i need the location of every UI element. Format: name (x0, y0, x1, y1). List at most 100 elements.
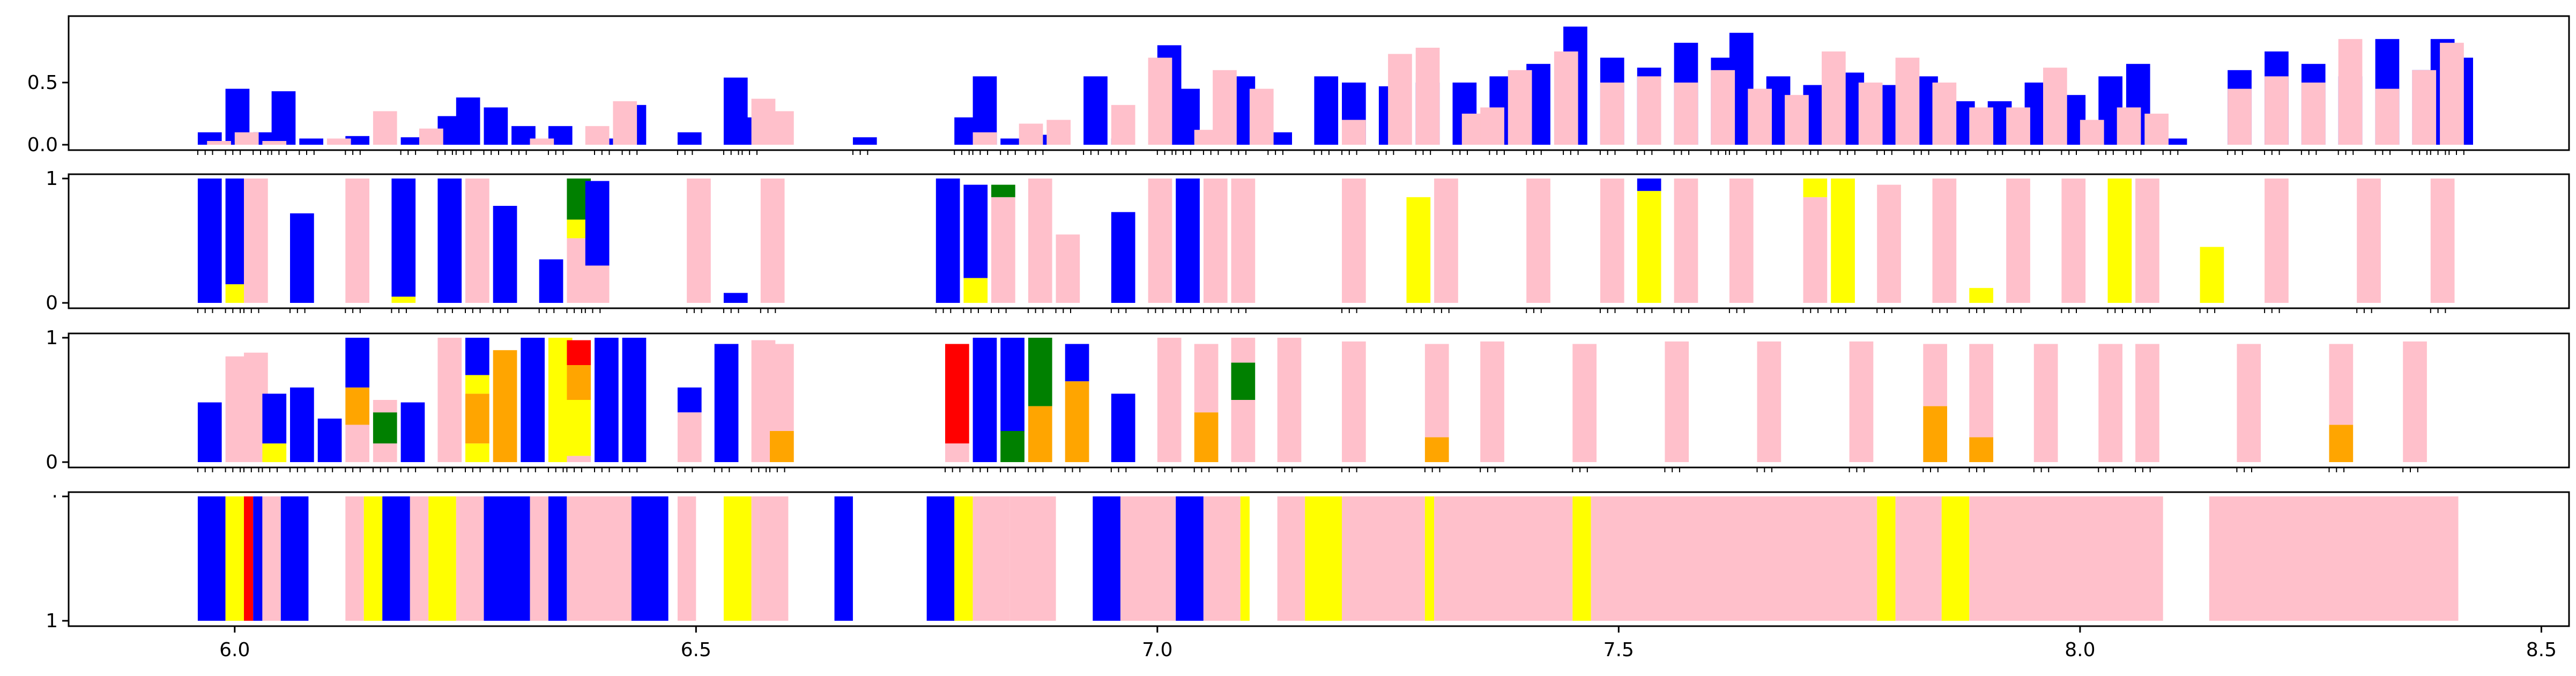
bar (234, 132, 259, 145)
strip (1572, 496, 1591, 621)
bar (677, 132, 702, 145)
strip (410, 496, 429, 621)
bar (400, 137, 425, 145)
y-tick-label: 0 (46, 451, 58, 473)
strip (751, 496, 789, 621)
panel-3: 01 (46, 327, 2570, 473)
bar (1046, 120, 1071, 145)
strip (225, 496, 244, 621)
bar-segment (1231, 400, 1256, 462)
bar-segment (677, 387, 702, 413)
bar-segment (1065, 344, 1089, 382)
bar (1785, 95, 1809, 145)
bar-segment (567, 456, 591, 462)
axes-frame (68, 332, 2570, 469)
bar (207, 141, 231, 145)
strip (456, 496, 484, 621)
bar-segment (2403, 341, 2427, 462)
bar (1748, 88, 1772, 145)
bar-segment (1231, 179, 1256, 303)
bar-segment (1194, 412, 1219, 462)
bar-segment (373, 412, 397, 444)
bar-segment (400, 402, 425, 462)
bar-segment (1923, 406, 1947, 462)
bar (1415, 48, 1440, 145)
strip (244, 496, 254, 621)
bar (2043, 68, 2067, 145)
bar-segment (373, 400, 397, 413)
bar-segment (2061, 179, 2086, 303)
strip (723, 496, 752, 621)
bar-segment (1674, 179, 1698, 303)
bar-segment (437, 179, 462, 303)
bar (2117, 107, 2141, 145)
bar (1711, 70, 1735, 145)
bar-segment (595, 338, 619, 462)
y-tick-label: 0 (46, 292, 58, 314)
bar-segment (2033, 344, 2058, 462)
bar-segment (1572, 344, 1597, 462)
bar-segment (1342, 341, 1366, 462)
bar-segment (345, 425, 369, 462)
bar (484, 107, 508, 145)
bar-segment (1277, 338, 1302, 462)
bar (1554, 51, 1578, 145)
bar (1895, 57, 1920, 145)
x-tick-label: 7.5 (1603, 639, 1634, 661)
strip (677, 496, 696, 621)
bar (613, 101, 637, 145)
bar-segment (622, 338, 647, 462)
bar-segment (963, 278, 988, 303)
bar-segment (1434, 179, 1458, 303)
strip (1591, 496, 1877, 621)
bar-segment (262, 393, 287, 444)
bar-segment (567, 365, 591, 400)
strip (1434, 496, 1573, 621)
bar-segment (244, 179, 268, 303)
bar-segment (1969, 437, 1993, 462)
bar-segment (714, 344, 739, 462)
strip (954, 496, 973, 621)
bar (1932, 83, 1957, 145)
bar (1858, 83, 1883, 145)
bar-segment (317, 418, 342, 462)
strip (1093, 496, 1120, 621)
bar-segment (1148, 179, 1172, 303)
strip (253, 496, 263, 621)
bar (1674, 83, 1698, 145)
strip (1895, 496, 1942, 621)
strip (973, 496, 1010, 621)
bar (1637, 76, 1661, 145)
bar-segment (197, 402, 222, 462)
bar-segment (1526, 179, 1550, 303)
bar (1480, 107, 1504, 145)
bar (852, 137, 877, 145)
bar-segment (567, 400, 591, 456)
x-axis: 6.0 6.5 7.0 7.5 8.0 8.5 (219, 626, 2557, 661)
bar (1600, 83, 1624, 145)
bar-segment (1000, 338, 1025, 431)
x-tick-label: 8.5 (2526, 639, 2557, 661)
bar-segment (1803, 197, 1828, 303)
y-tick-label: · (52, 486, 58, 508)
bar-segment (1932, 179, 1957, 303)
bar-segment (1424, 437, 1449, 462)
bar (2080, 120, 2104, 145)
strip (345, 496, 364, 621)
strip (834, 496, 853, 621)
bar (1213, 70, 1237, 145)
bar-segment (567, 340, 591, 365)
bar (326, 138, 351, 145)
y-tick-label: 0.5 (27, 72, 58, 94)
bar (1388, 54, 1412, 145)
bar (1969, 107, 1993, 145)
bar (373, 111, 397, 145)
bar-segment (1065, 381, 1089, 462)
bar-segment (2200, 247, 2224, 303)
bar (530, 138, 554, 145)
bar-segment (373, 443, 397, 462)
bar-segment (1342, 179, 1366, 303)
bar-segment (1757, 341, 1781, 462)
bar-segment (2135, 179, 2159, 303)
